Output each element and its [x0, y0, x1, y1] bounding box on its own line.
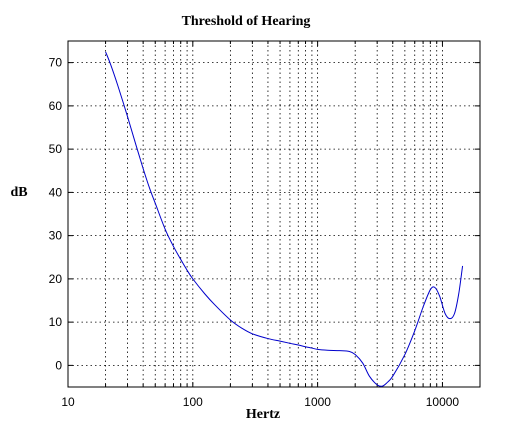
y-tick-label: 70 [49, 56, 63, 70]
x-tick-label: 10 [61, 395, 75, 409]
y-tick-labels: 0 10 20 30 40 50 60 70 [49, 56, 63, 373]
y-tick-label: 20 [49, 272, 63, 286]
y-tick-label: 30 [49, 229, 63, 243]
chart-title: Threshold of Hearing [182, 14, 311, 29]
y-tick-label: 50 [49, 142, 63, 156]
axis-ticks [68, 41, 480, 387]
y-tick-label: 0 [55, 358, 62, 372]
x-axis-label: Hertz [246, 407, 280, 422]
x-tick-label: 1000 [304, 395, 331, 409]
x-tick-label: 10000 [426, 395, 460, 409]
x-tick-label: 100 [183, 395, 203, 409]
threshold-curve [105, 51, 464, 387]
grid-lines [68, 41, 480, 387]
y-tick-label: 10 [49, 315, 63, 329]
x-tick-labels: 10 100 1000 10000 [61, 395, 459, 409]
plot-area-frame [67, 40, 481, 388]
y-tick-label: 40 [49, 185, 63, 199]
y-tick-label: 60 [49, 99, 63, 113]
y-axis-label: dB [10, 185, 27, 200]
